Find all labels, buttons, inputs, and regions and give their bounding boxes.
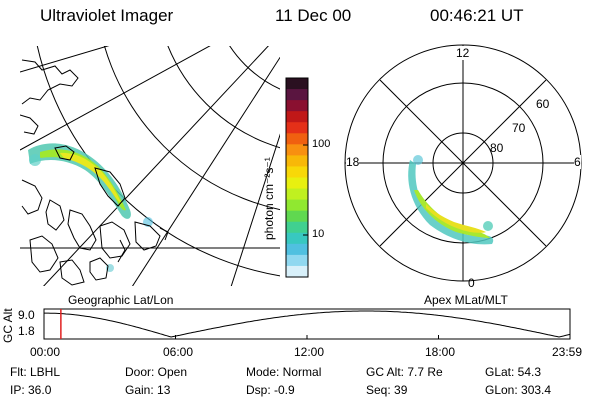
longitude-grid <box>20 46 280 286</box>
mlat-label-70: 70 <box>512 121 526 135</box>
altitude-ytick-1-8: 1.8 <box>18 324 35 338</box>
polar-aurora <box>408 155 494 245</box>
colorbar-segment <box>286 111 308 123</box>
altitude-plot <box>43 308 571 340</box>
mlat-label-60: 60 <box>536 97 550 111</box>
dsp-readout: Dsp: -0.9 <box>246 383 295 397</box>
mlt-label-0: 0 <box>468 276 475 290</box>
colorbar <box>286 78 308 278</box>
colorbar-segment <box>286 89 308 101</box>
colorbar-segment <box>286 100 308 112</box>
time-label: 00:46:21 UT <box>430 6 524 25</box>
polar-plot <box>344 44 582 282</box>
colorbar-segment <box>286 166 308 179</box>
altitude-ylabel: GC Alt <box>1 308 15 343</box>
gain-readout: Gain: 13 <box>125 383 171 397</box>
orbit-altitude-line <box>44 310 571 338</box>
mlt-label-18: 18 <box>346 155 360 169</box>
colorbar-segment <box>286 254 308 267</box>
app-title: Ultraviolet Imager <box>40 6 174 25</box>
colorbar-tick-label-100: 100 <box>312 138 331 150</box>
altitude-xtick-1200: 12:00 <box>294 345 325 359</box>
mlat-label-80: 80 <box>490 141 504 155</box>
coastlines <box>20 59 169 286</box>
colorbar-segment <box>286 122 308 134</box>
colorbar-segment <box>286 133 308 145</box>
colorbar-segment <box>286 155 308 168</box>
colorbar-label: photon cm⁻²s⁻¹ <box>262 157 276 240</box>
filter-readout: Flt: LBHL <box>10 365 61 379</box>
altitude-xtick-1800: 18:00 <box>425 345 456 359</box>
mode-readout: Mode: Normal <box>246 365 322 379</box>
altitude-xtick-2359: 23:59 <box>552 345 583 359</box>
polar-grid <box>344 44 582 282</box>
gc-alt-readout: GC Alt: 7.7 Re <box>366 365 443 379</box>
colorbar-segment <box>286 232 308 245</box>
colorbar-segment <box>286 188 308 201</box>
colorbar-segment <box>286 243 308 256</box>
colorbar-segment <box>286 210 308 223</box>
colorbar-tick-label-10: 10 <box>312 228 325 240</box>
colorbar-frame <box>285 77 309 278</box>
seq-readout: Seq: 39 <box>366 383 408 397</box>
colorbar-segment <box>286 221 308 234</box>
altitude-x-ticks <box>43 335 571 339</box>
left-panel-caption: Geographic Lat/Lon <box>68 293 174 307</box>
colorbar-segment <box>286 78 308 90</box>
altitude-xtick-0600: 06:00 <box>163 345 194 359</box>
colorbar-segment <box>286 144 308 156</box>
ip-readout: IP: 36.0 <box>10 383 52 397</box>
altitude-xtick-0000: 00:00 <box>30 345 61 359</box>
colorbar-segment <box>286 177 308 190</box>
right-panel-caption: Apex MLat/MLT <box>424 293 508 307</box>
geographic-map <box>20 46 280 286</box>
date-label: 11 Dec 00 <box>275 6 352 25</box>
mlt-label-6: 6 <box>574 155 581 169</box>
altitude-ytick-9: 9.0 <box>18 308 35 322</box>
glon-readout: GLon: 303.4 <box>485 383 552 397</box>
door-readout: Door: Open <box>125 365 188 379</box>
colorbar-segment <box>286 199 308 212</box>
mlt-label-12: 12 <box>456 46 470 60</box>
colorbar-segment <box>286 265 308 278</box>
glat-readout: GLat: 54.3 <box>485 365 542 379</box>
